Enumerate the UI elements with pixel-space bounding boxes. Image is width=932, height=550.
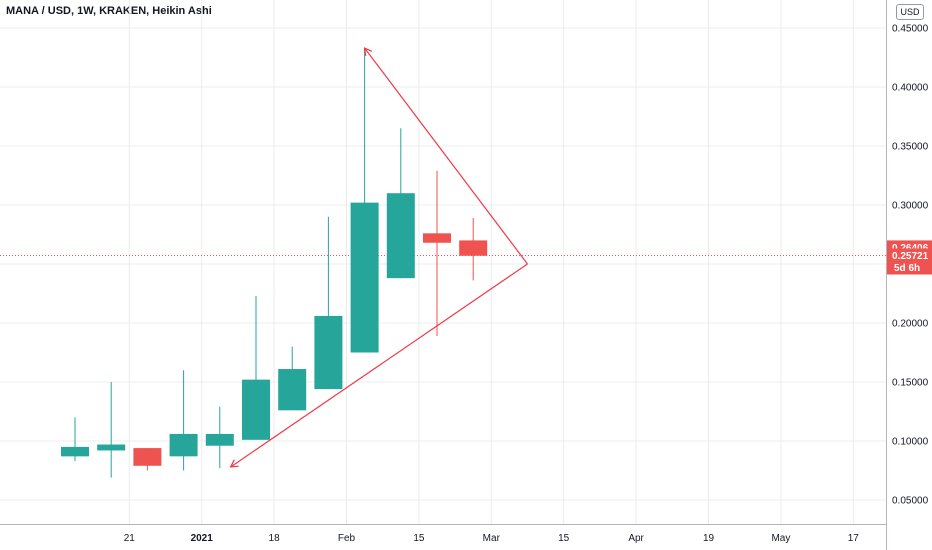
triangle-lower-edge[interactable] [230, 263, 528, 468]
y-tick-label: 0.10000 [892, 437, 929, 448]
candle-body[interactable] [423, 233, 451, 243]
current-price-label-bg [887, 248, 932, 275]
x-tick-label: Mar [483, 533, 501, 544]
candle-body[interactable] [350, 202, 379, 353]
y-tick-label: 0.15000 [892, 378, 929, 389]
candle-body[interactable] [97, 444, 126, 451]
y-tick-label: 0.35000 [892, 142, 929, 153]
x-tick-label: Feb [338, 533, 356, 544]
x-tick-label: 21 [124, 533, 136, 544]
x-tick-label: 17 [848, 533, 860, 544]
x-tick-label: 19 [703, 533, 715, 544]
y-tick-label: 0.40000 [892, 83, 929, 94]
x-tick-label: 2021 [191, 533, 214, 544]
candle-body[interactable] [61, 446, 89, 457]
candle-body[interactable] [133, 448, 162, 466]
y-tick-label: 0.05000 [892, 496, 929, 507]
last-price-label: 0.26406 [892, 243, 929, 254]
candle-body[interactable] [459, 240, 488, 256]
arrowhead-top-icon [363, 47, 373, 57]
triangle-upper-edge[interactable] [364, 47, 528, 265]
y-tick-label: 0.20000 [892, 319, 929, 330]
x-tick-label: 15 [558, 533, 570, 544]
candle-body[interactable] [278, 369, 307, 411]
candle-body[interactable] [242, 379, 270, 440]
countdown-label: 5d 6h [894, 263, 920, 274]
current-price-label: 0.25721 [892, 251, 929, 262]
candle-body[interactable] [314, 315, 343, 390]
x-tick-label: 18 [269, 533, 281, 544]
chart-title: MANA / USD, 1W, KRAKEN, Heikin Ashi [6, 5, 212, 17]
currency-badge[interactable]: USD [896, 4, 924, 20]
candle-body[interactable] [386, 193, 415, 279]
x-tick-label: 15 [413, 533, 425, 544]
y-tick-label: 0.30000 [892, 201, 929, 212]
candle-body[interactable] [205, 433, 234, 446]
y-tick-label: 0.45000 [892, 24, 929, 35]
arrowhead-bottom-icon [229, 459, 239, 468]
candle-body[interactable] [169, 433, 198, 457]
x-tick-label: May [771, 533, 790, 544]
x-tick-label: Apr [628, 533, 644, 544]
